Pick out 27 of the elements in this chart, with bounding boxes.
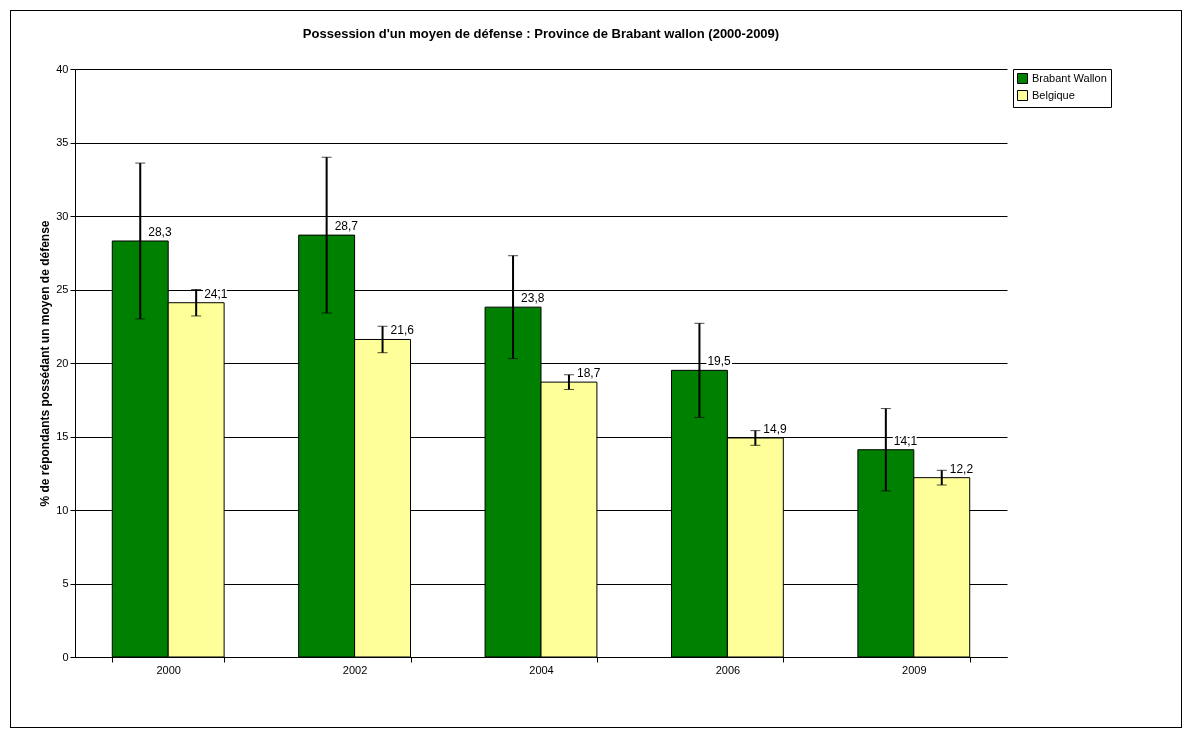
y-tick-label: 40 (56, 62, 69, 75)
x-tick-label: 2006 (715, 663, 741, 676)
data-label: 18,7 (576, 366, 601, 381)
legend-label: Brabant Wallon (1032, 71, 1107, 84)
y-tick-label: 20 (56, 356, 69, 369)
chart-title: Possession d'un moyen de défense : Province de Brabant wallon (2000-2009) (302, 26, 780, 41)
legend-label: Belgique (1032, 88, 1075, 101)
x-tick-label: 2000 (156, 663, 181, 676)
data-label: 14,9 (763, 421, 788, 436)
y-axis-title: % de répondants possédant un moyen de défense (38, 220, 53, 507)
y-tick-label: 0 (62, 650, 69, 663)
data-label: 23,8 (521, 291, 545, 306)
y-tick-label: 15 (56, 430, 69, 442)
data-label: 14,1 (893, 433, 918, 448)
y-tick-label: 35 (56, 136, 69, 148)
data-label: 28,3 (148, 224, 172, 239)
y-tick-label: 5 (62, 577, 69, 589)
data-label: 21,6 (390, 323, 415, 338)
data-label: 12,2 (949, 461, 974, 476)
data-label: 24,1 (204, 286, 228, 301)
x-tick-label: 2009 (902, 663, 927, 676)
data-label: 28,7 (334, 219, 359, 234)
x-tick-label: 2002 (342, 663, 368, 676)
x-tick-label: 2004 (529, 663, 554, 676)
y-tick-label: 30 (56, 209, 69, 222)
y-tick-label: 25 (56, 283, 69, 295)
y-tick-label: 10 (56, 503, 69, 516)
